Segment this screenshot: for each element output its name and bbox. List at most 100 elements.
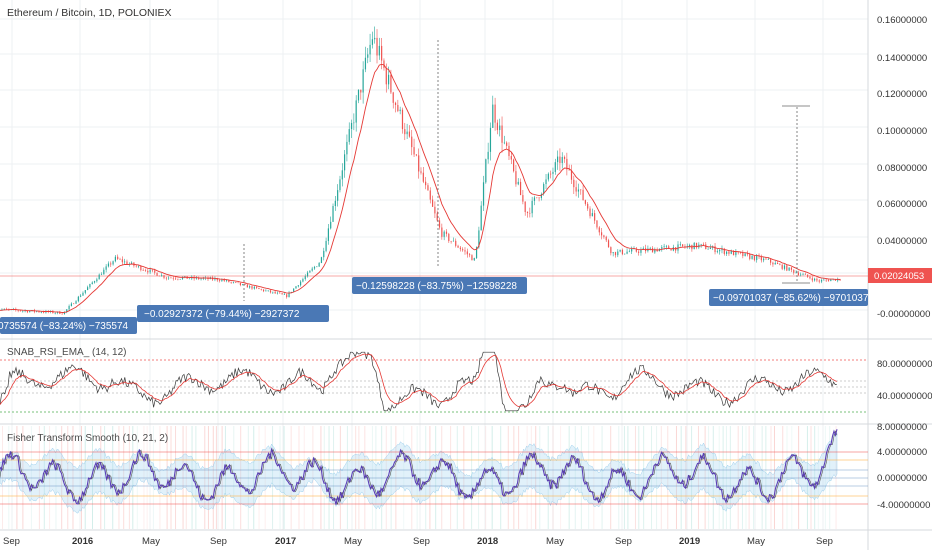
fisher-bg-bar [761, 426, 763, 529]
candle-body [605, 236, 607, 241]
measurement-label[interactable]: −0.02927372 (−79.44%) −2927372 [137, 305, 329, 322]
measurement-label[interactable]: 0735574 (−83.24%) −735574 [0, 317, 137, 334]
price-axis[interactable]: 0.16000000 0.14000000 0.12000000 0.10000… [868, 15, 932, 511]
candle-body [348, 129, 350, 142]
fisher-bg-bar [463, 426, 465, 529]
fisher-bg-bar [485, 426, 487, 529]
candle-body [362, 69, 364, 93]
symbol-title[interactable]: Ethereum / Bitcoin, 1D, POLONIEX [7, 7, 172, 19]
fisher-bg-bar [112, 426, 114, 529]
measurement-label[interactable]: −0.09701037 (−85.62%) −9701037 [709, 289, 869, 306]
candle-body [337, 190, 339, 201]
fisher-bg-bar [159, 426, 161, 529]
candle-body [621, 249, 624, 255]
candle-body [728, 251, 730, 254]
candle-body [221, 279, 223, 281]
candle-body [455, 240, 457, 246]
fisher-bg-bar [143, 426, 145, 529]
candle-body [638, 251, 640, 253]
candle-body [765, 258, 767, 260]
measurement-text: −0.09701037 (−85.62%) −9701037 [713, 293, 869, 304]
candle-body [610, 247, 612, 254]
x-tick-label: 2016 [72, 536, 93, 547]
candle-body [253, 286, 255, 289]
fisher-bg-bar [782, 426, 784, 529]
candle-body [499, 125, 501, 131]
candle-body [429, 190, 431, 200]
fisher-bg-bar [441, 426, 443, 529]
candle-body [573, 179, 575, 188]
measurement-label[interactable]: −0.12598228 (−83.75%) −12598228 [352, 277, 527, 294]
candle-body [695, 242, 698, 248]
candle-body [526, 212, 529, 213]
candle-body [177, 278, 179, 280]
candle-body [154, 270, 156, 273]
candle-body [436, 213, 438, 221]
candle-body [156, 272, 158, 276]
candle-body [126, 261, 128, 265]
candle-body [545, 179, 547, 185]
candle-body [582, 189, 584, 201]
time-axis[interactable]: Sep 2016 May Sep 2017 May Sep 2018 May S… [3, 536, 833, 547]
x-tick-label: May [344, 536, 362, 547]
fisher-bg-bar [8, 426, 10, 529]
fisher-bg-bar [104, 426, 106, 529]
candle-body [522, 195, 524, 202]
candle-body [376, 37, 378, 56]
candle-body [383, 60, 385, 68]
fisher-bg-bar [240, 426, 242, 529]
candle-body [494, 104, 496, 123]
x-tick-label: Sep [3, 536, 20, 547]
fisher-bg-bar [61, 426, 63, 529]
candle-body [459, 247, 461, 250]
x-tick-label: 2018 [477, 536, 498, 547]
main-price-pane[interactable]: 0735574 (−83.24%) −735574 −0.02927372 (−… [0, 7, 869, 334]
candle-body [374, 37, 376, 40]
candle-body [547, 173, 549, 180]
fisher-bg-bar [185, 426, 187, 529]
candle-body [401, 109, 404, 130]
fisher-y-tick-label: -4.00000000 [877, 500, 930, 511]
fisher-line [0, 429, 838, 505]
x-tick-label: Sep [413, 536, 430, 547]
candle-body [591, 213, 593, 217]
candle-body [654, 249, 656, 253]
fisher-background-bars [2, 426, 837, 529]
candle-body [563, 157, 566, 159]
candle-body [230, 282, 232, 283]
candle-body [262, 289, 265, 292]
y-tick-label: -0.00000000 [877, 309, 930, 320]
candle-body [600, 232, 603, 236]
y-tick-label: 0.04000000 [877, 236, 927, 247]
fisher-bg-bar [618, 426, 620, 529]
candle-body [661, 247, 663, 249]
rsi-title[interactable]: SNAB_RSI_EMA_ (14, 12) [7, 347, 127, 358]
candle-body [776, 262, 779, 265]
fisher-bg-bar [22, 426, 24, 529]
candle-body [760, 256, 762, 261]
fisher-bg-bar [450, 426, 452, 529]
fisher-bg-bar [207, 426, 209, 529]
candle-body [464, 250, 466, 252]
candle-body [670, 248, 672, 251]
candle-body [587, 203, 589, 209]
candle-body [327, 228, 329, 241]
candle-body [550, 173, 552, 175]
fisher-bg-bar [323, 426, 325, 529]
fisher-pane[interactable]: Fisher Transform Smooth (10, 21, 2) [0, 426, 868, 529]
candle-body [466, 251, 468, 255]
candle-body [119, 259, 121, 260]
candle-body [751, 256, 753, 259]
candle-body [68, 306, 70, 310]
candle-body [344, 154, 346, 171]
x-tick-label: Sep [615, 536, 632, 547]
candle-body [524, 201, 526, 213]
x-tick-label: Sep [816, 536, 833, 547]
candle-body [665, 246, 668, 247]
fisher-title[interactable]: Fisher Transform Smooth (10, 21, 2) [7, 433, 168, 444]
rsi-pane[interactable]: SNAB_RSI_EMA_ (14, 12) [0, 347, 868, 413]
candle-body [793, 269, 795, 273]
candle-body [147, 270, 149, 273]
candle-body [568, 169, 570, 171]
